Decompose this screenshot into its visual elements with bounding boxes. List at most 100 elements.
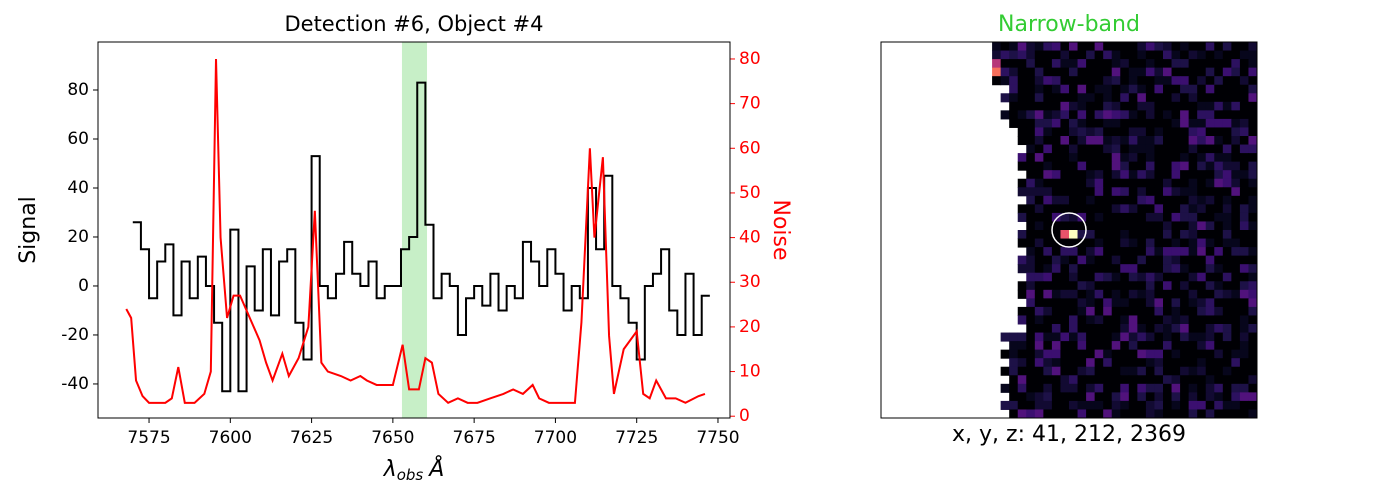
image-pixel — [1017, 306, 1027, 316]
image-pixel — [1060, 392, 1070, 402]
image-pixel — [1239, 59, 1249, 69]
image-pixel — [1086, 264, 1096, 274]
image-pixel — [1180, 255, 1190, 265]
image-pixel — [1128, 238, 1138, 248]
image-pixel — [1205, 264, 1215, 274]
image-pixel — [1248, 144, 1258, 154]
image-pixel — [1188, 366, 1198, 376]
image-pixel — [1026, 375, 1036, 385]
image-pixel — [1205, 93, 1215, 103]
image-pixel — [1034, 247, 1044, 257]
image-pixel — [1086, 195, 1096, 205]
image-pixel — [1145, 101, 1155, 111]
image-pixel — [1026, 161, 1036, 171]
image-pixel — [1137, 93, 1147, 103]
image-pixel — [1017, 127, 1027, 137]
image-pixel — [1137, 264, 1147, 274]
image-pixel — [1231, 289, 1241, 299]
image-pixel — [1239, 255, 1249, 265]
image-pixel — [1051, 136, 1061, 146]
image-pixel — [1197, 366, 1207, 376]
image-pixel — [1128, 161, 1138, 171]
image-pixel — [1017, 392, 1027, 402]
image-pixel — [1137, 298, 1147, 308]
image-pixel — [1111, 50, 1121, 60]
image-pixel — [1154, 264, 1164, 274]
image-pixel — [1094, 93, 1104, 103]
image-pixel — [1017, 349, 1027, 359]
x-tick-label: 7700 — [534, 428, 577, 448]
image-pixel — [1069, 230, 1079, 240]
image-pixel — [1000, 110, 1010, 120]
image-pixel — [1214, 212, 1224, 222]
image-pixel — [1077, 144, 1087, 154]
image-pixel — [1188, 76, 1198, 86]
image-pixel — [1051, 281, 1061, 291]
image-pixel — [1111, 161, 1121, 171]
image-pixel — [1171, 349, 1181, 359]
image-pixel — [1128, 247, 1138, 257]
image-pixel — [1120, 136, 1130, 146]
image-pixel — [1086, 281, 1096, 291]
image-pixel — [1111, 127, 1121, 137]
image-pixel — [1026, 349, 1036, 359]
image-pixel — [1043, 383, 1053, 393]
image-pixel — [1214, 255, 1224, 265]
image-pixel — [1043, 247, 1053, 257]
image-pixel — [1017, 375, 1027, 385]
image-pixel — [1163, 315, 1173, 325]
image-pixel — [1205, 358, 1215, 368]
image-frame — [880, 41, 1258, 419]
image-pixel — [1180, 289, 1190, 299]
image-pixel — [1145, 221, 1155, 231]
image-pixel — [1248, 153, 1258, 163]
image-pixel — [1077, 170, 1087, 180]
image-pixel — [1180, 375, 1190, 385]
image-pixel — [1239, 230, 1249, 240]
image-pixel — [1163, 255, 1173, 265]
image-pixel — [1051, 118, 1061, 128]
image-pixel — [1180, 161, 1190, 171]
image-pixel — [1111, 306, 1121, 316]
image-pixel — [1214, 170, 1224, 180]
image-pixel — [1171, 392, 1181, 402]
image-pixel — [1077, 272, 1087, 282]
image-pixel — [1171, 281, 1181, 291]
image-pixel — [1231, 42, 1241, 52]
image-pixel — [1120, 161, 1130, 171]
image-pixel — [1205, 230, 1215, 240]
image-pixel — [1163, 187, 1173, 197]
image-pixel — [1069, 409, 1079, 419]
image-pixel — [1145, 392, 1155, 402]
image-pixel — [1154, 375, 1164, 385]
image-pixel — [1043, 127, 1053, 137]
image-pixel — [1060, 101, 1070, 111]
image-pixel — [1222, 42, 1232, 52]
image-pixel — [1034, 42, 1044, 52]
image-pixel — [1034, 144, 1044, 154]
image-pixel — [1120, 127, 1130, 137]
image-pixel — [1231, 264, 1241, 274]
image-pixel — [1222, 324, 1232, 334]
image-pixel — [1051, 101, 1061, 111]
image-pixel — [1086, 400, 1096, 410]
image-pixel — [1043, 298, 1053, 308]
image-pixel — [1222, 221, 1232, 231]
image-pixel — [1128, 170, 1138, 180]
image-pixel — [1205, 247, 1215, 257]
image-pixel — [1060, 144, 1070, 154]
image-pixel — [1026, 221, 1036, 231]
image-pixel — [1222, 110, 1232, 120]
image-pixel — [1043, 42, 1053, 52]
image-pixel — [1077, 221, 1087, 231]
image-pixel — [1145, 67, 1155, 77]
image-pixel — [1188, 153, 1198, 163]
image-pixel — [1205, 289, 1215, 299]
image-pixel — [1248, 358, 1258, 368]
image-pixel — [1043, 281, 1053, 291]
image-pixel — [1222, 366, 1232, 376]
image-pixel — [1120, 76, 1130, 86]
image-pixel — [1154, 324, 1164, 334]
image-pixel — [1180, 67, 1190, 77]
image-pixel — [1180, 281, 1190, 291]
